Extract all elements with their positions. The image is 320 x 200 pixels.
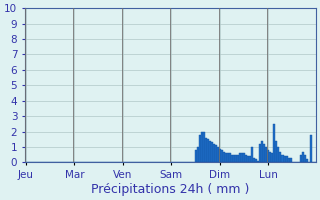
Bar xyxy=(201,132,203,162)
Bar xyxy=(237,155,239,162)
Bar xyxy=(211,142,213,162)
Bar xyxy=(199,135,201,162)
Bar xyxy=(203,132,205,162)
Bar xyxy=(225,153,227,162)
Bar xyxy=(304,155,306,162)
Bar xyxy=(207,139,209,162)
Bar xyxy=(290,158,292,162)
Bar xyxy=(243,153,245,162)
Bar xyxy=(239,153,241,162)
Bar xyxy=(247,156,249,162)
Bar xyxy=(241,153,243,162)
Bar xyxy=(284,156,285,162)
Bar xyxy=(269,152,271,162)
Bar xyxy=(310,135,312,162)
Bar xyxy=(253,158,255,162)
Bar xyxy=(271,153,273,162)
Bar xyxy=(223,152,225,162)
Bar xyxy=(221,150,223,162)
Bar xyxy=(209,141,211,162)
Bar xyxy=(273,124,276,162)
Bar xyxy=(300,155,302,162)
Bar xyxy=(227,153,229,162)
Bar xyxy=(245,155,247,162)
Bar xyxy=(261,141,263,162)
Bar xyxy=(235,155,237,162)
Bar xyxy=(249,156,251,162)
X-axis label: Précipitations 24h ( mm ): Précipitations 24h ( mm ) xyxy=(91,183,250,196)
Bar xyxy=(259,144,261,162)
Bar xyxy=(231,155,233,162)
Bar xyxy=(306,159,308,162)
Bar xyxy=(213,144,215,162)
Bar xyxy=(276,141,277,162)
Bar xyxy=(302,152,304,162)
Bar xyxy=(195,150,197,162)
Bar xyxy=(219,149,221,162)
Bar xyxy=(288,158,290,162)
Bar xyxy=(277,147,279,162)
Bar xyxy=(285,156,288,162)
Bar xyxy=(282,155,284,162)
Bar xyxy=(197,147,199,162)
Bar xyxy=(267,150,269,162)
Bar xyxy=(229,153,231,162)
Bar xyxy=(257,161,259,162)
Bar xyxy=(265,147,267,162)
Bar xyxy=(255,159,257,162)
Bar xyxy=(279,152,282,162)
Bar xyxy=(233,155,235,162)
Bar xyxy=(217,147,219,162)
Bar xyxy=(251,147,253,162)
Bar xyxy=(205,138,207,162)
Bar xyxy=(263,144,265,162)
Bar xyxy=(215,145,217,162)
